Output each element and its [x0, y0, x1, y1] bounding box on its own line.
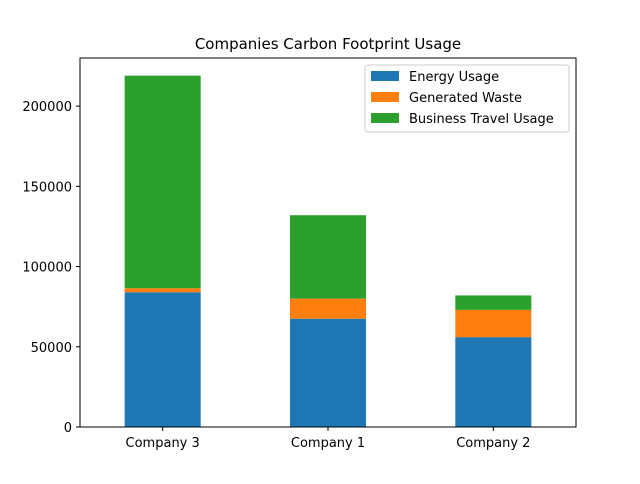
bar-company-3-business-travel-usage	[124, 75, 201, 289]
bar-company-2-business-travel-usage	[455, 295, 532, 310]
bar-company-2-generated-waste	[455, 309, 532, 338]
bar-company-1-generated-waste	[289, 298, 367, 319]
plot-frame	[79, 57, 577, 428]
legend-box	[364, 64, 570, 133]
y-tick-label: 0	[64, 421, 72, 436]
y-tick-label: 150000	[22, 180, 72, 195]
legend: Energy Usage Generated Waste Business Trav…	[364, 64, 570, 133]
legend-swatch	[371, 92, 399, 102]
legend-swatch	[371, 113, 399, 123]
bar-company-3-generated-waste	[124, 288, 201, 293]
x-tick-label: Company 2	[456, 436, 530, 451]
x-tick-label: Company 1	[291, 436, 365, 451]
legend-label: Generated Waste	[409, 91, 522, 106]
legend-label: Business Travel Usage	[409, 112, 554, 127]
bar-company-2-energy-usage	[455, 337, 532, 427]
y-tick-label: 100000	[22, 261, 72, 276]
y-tick-label: 200000	[22, 100, 72, 115]
bar-company-1-energy-usage	[289, 318, 367, 427]
bar-company-1-business-travel-usage	[289, 215, 367, 299]
axes-layer: Company 3 Company 1 Company 2 0 50000 100000 1…	[22, 57, 577, 451]
bars-layer	[124, 75, 532, 427]
x-tick-label: Company 3	[126, 436, 200, 451]
chart-title: Companies Carbon Footprint Usage	[195, 35, 461, 53]
bar-company-3-energy-usage	[124, 292, 201, 427]
legend-label: Energy Usage	[409, 70, 499, 85]
legend-swatch	[371, 71, 399, 81]
y-tick-label: 50000	[31, 341, 72, 356]
